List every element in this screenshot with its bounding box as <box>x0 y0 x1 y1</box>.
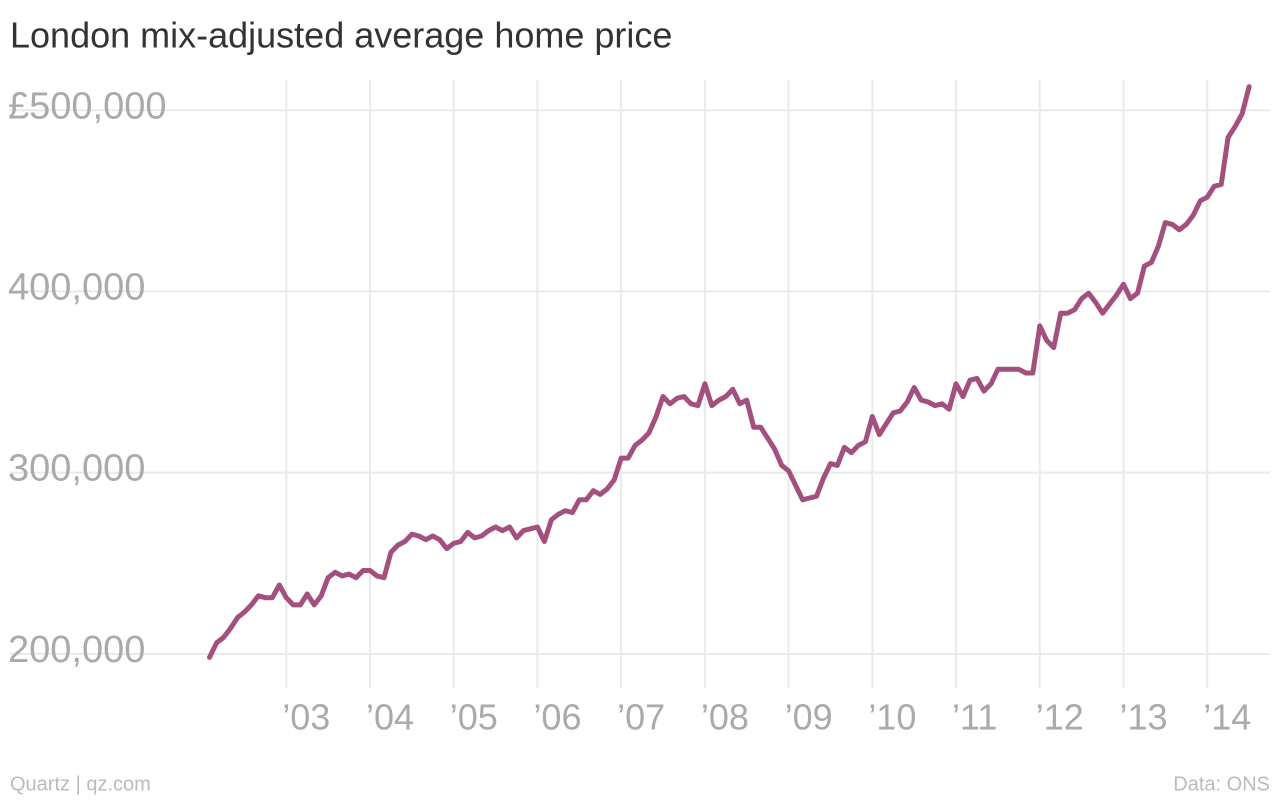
x-tick-label: ’10 <box>868 697 916 738</box>
x-tick-label: ’09 <box>785 697 833 738</box>
chart-title: London mix-adjusted average home price <box>10 15 672 56</box>
x-tick-label: ’04 <box>366 697 414 738</box>
x-tick-label: ’07 <box>617 697 665 738</box>
x-tick-label: ’11 <box>952 697 997 738</box>
x-tick-label: ’08 <box>701 697 749 738</box>
source: Quartz | qz.com <box>10 773 151 795</box>
y-tick-label: £500,000 <box>8 85 167 127</box>
y-tick-label: 400,000 <box>8 266 145 308</box>
x-tick-label: ’05 <box>450 697 498 738</box>
x-tick-label: ’14 <box>1203 697 1251 738</box>
credit: Data: ONS <box>1173 773 1270 795</box>
line <box>207 84 1252 660</box>
x-tick-label: ’03 <box>282 697 330 738</box>
x-tick-label: ’13 <box>1119 697 1167 738</box>
x-tick-label: ’06 <box>533 697 581 738</box>
y-tick-label: 300,000 <box>8 448 145 490</box>
x-tick-label: ’12 <box>1036 697 1084 738</box>
y-tick-label: 200,000 <box>8 629 145 671</box>
